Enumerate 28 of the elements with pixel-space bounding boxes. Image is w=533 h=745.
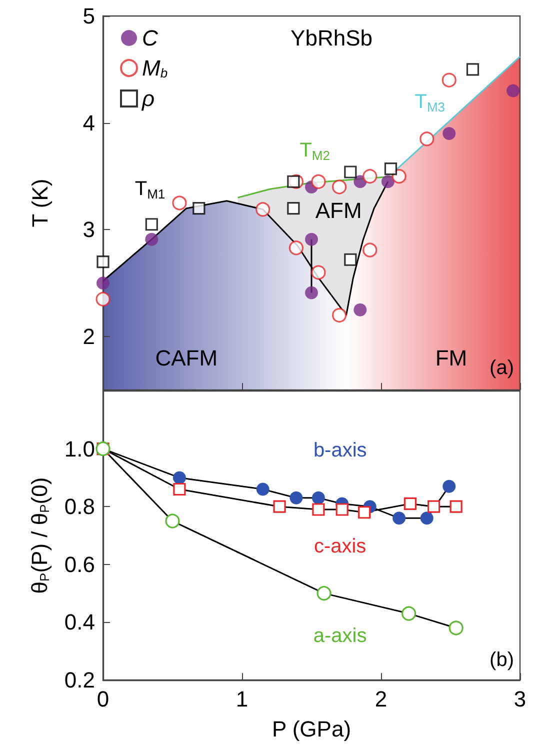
y-tick-label: 0.6 <box>64 552 95 577</box>
y-tick-label: 5 <box>82 4 95 28</box>
annotation: CAFM <box>155 346 218 371</box>
y-tick-label: 0.2 <box>64 668 95 692</box>
y-tick-label: 0.8 <box>64 494 95 520</box>
series-label: b-axis <box>313 439 367 462</box>
x-tick-label: 2 <box>374 686 388 712</box>
annotation: AFM <box>315 198 362 223</box>
x-tick-label: 3 <box>514 686 526 712</box>
annotation: (a) <box>490 357 514 379</box>
legend-label: C <box>142 26 158 50</box>
legend-label: ρ <box>141 86 155 111</box>
legend-label: Mb <box>142 56 168 80</box>
series-label: c-axis <box>314 536 366 558</box>
x-axis-title: P (GPa) <box>272 716 352 742</box>
y-tick-label: 0.4 <box>64 610 95 635</box>
x-tick-label: 0 <box>96 686 110 712</box>
y-axis-title: θP(P) / θP(0) <box>27 477 52 594</box>
y-tick-label: 2 <box>82 324 95 350</box>
y-tick-label: 1.0 <box>64 436 95 462</box>
y-tick-label: 3 <box>82 217 95 242</box>
chart-title: YbRhSb <box>290 26 372 50</box>
x-tick-label: 1 <box>236 686 248 712</box>
annotation: (b) <box>490 649 514 671</box>
y-axis-title: T (K) <box>28 178 52 228</box>
series-label: a-axis <box>313 624 367 647</box>
y-tick-label: 4 <box>82 110 95 136</box>
annotation: FM <box>435 346 468 371</box>
